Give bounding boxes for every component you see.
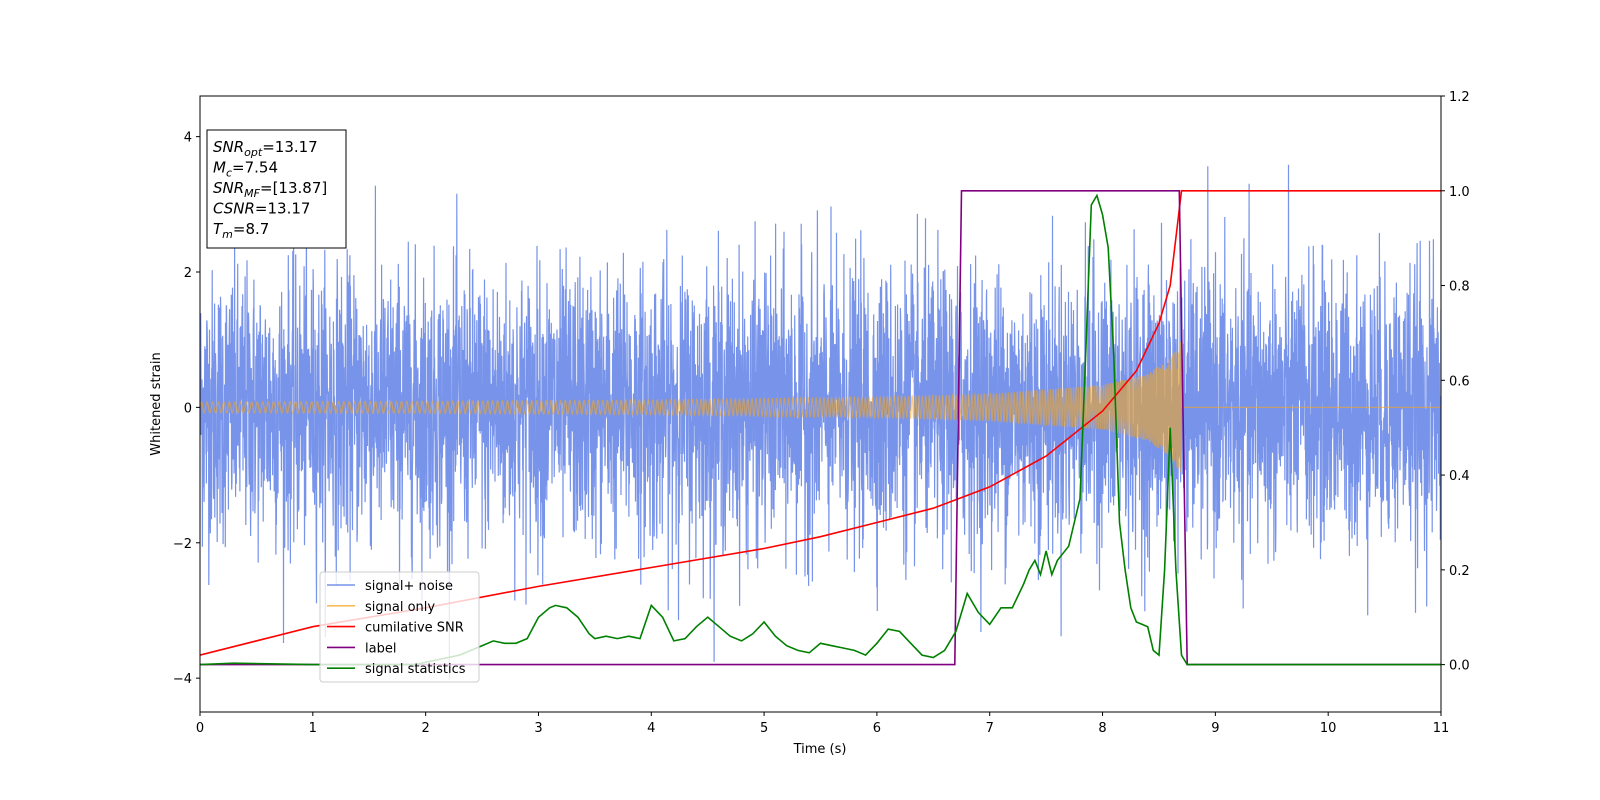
plot-frame <box>199 95 1442 713</box>
y-tick-label: −2 <box>173 537 192 552</box>
stats-box-frame <box>206 129 347 249</box>
y-tick-label: 4 <box>184 131 192 146</box>
x-tick-label: 11 <box>1433 721 1450 736</box>
stats-line: Mc=7.54 <box>213 159 278 180</box>
legend-label: cumilative SNR <box>365 621 464 636</box>
legend-frame <box>319 571 480 683</box>
y-tick-label: 2 <box>184 266 192 281</box>
stats-line: SNRopt=13.17 <box>213 138 318 159</box>
stats-line: SNRMF=[13.87] <box>213 179 327 200</box>
x-tick-label: 1 <box>309 721 317 736</box>
y2-tick-label: 0.6 <box>1449 374 1470 389</box>
y2-tick-label: 0.0 <box>1449 659 1470 674</box>
x-tick-label: 0 <box>196 721 204 736</box>
legend-label: signal only <box>365 600 435 615</box>
x-tick-label: 7 <box>986 721 994 736</box>
series-signal-statistics <box>200 193 1441 666</box>
legend-label: signal statistics <box>365 662 466 677</box>
x-tick-label: 5 <box>760 721 768 736</box>
x-axis-title: Time (s) <box>793 742 847 757</box>
stats-line: CSNR=13.17 <box>213 200 310 218</box>
legend: signal+ noise signal only cumilative SNR la… <box>319 571 480 683</box>
y2-tick-label: 1.0 <box>1449 185 1470 200</box>
stats-box: SNRopt=13.17Mc=7.54SNRMF=[13.87]CSNR=13.… <box>206 129 347 249</box>
x-tick-label: 8 <box>1098 721 1106 736</box>
x-tick-label: 6 <box>873 721 881 736</box>
y2-tick-label: 0.8 <box>1449 280 1470 295</box>
series-signal-only <box>200 341 1441 473</box>
stats-line: Tm=8.7 <box>213 220 269 241</box>
y2-tick-label: 0.4 <box>1449 469 1470 484</box>
y-tick-label: −4 <box>173 672 192 687</box>
x-tick-label: 2 <box>421 721 429 736</box>
x-tick-label: 4 <box>647 721 655 736</box>
y-axis-title: Whitened strain <box>149 352 164 455</box>
x-tick-label: 9 <box>1211 721 1219 736</box>
series-cumulative-snr <box>200 190 1441 656</box>
legend-label: signal+ noise <box>365 579 453 594</box>
y-tick-label: 0 <box>184 401 192 416</box>
y2-tick-label: 0.2 <box>1449 564 1470 579</box>
series-signal-noise <box>200 164 1441 680</box>
x-tick-label: 10 <box>1320 721 1337 736</box>
legend-label: label <box>365 641 396 656</box>
x-tick-label: 3 <box>534 721 542 736</box>
y2-tick-label: 1.2 <box>1449 90 1470 105</box>
